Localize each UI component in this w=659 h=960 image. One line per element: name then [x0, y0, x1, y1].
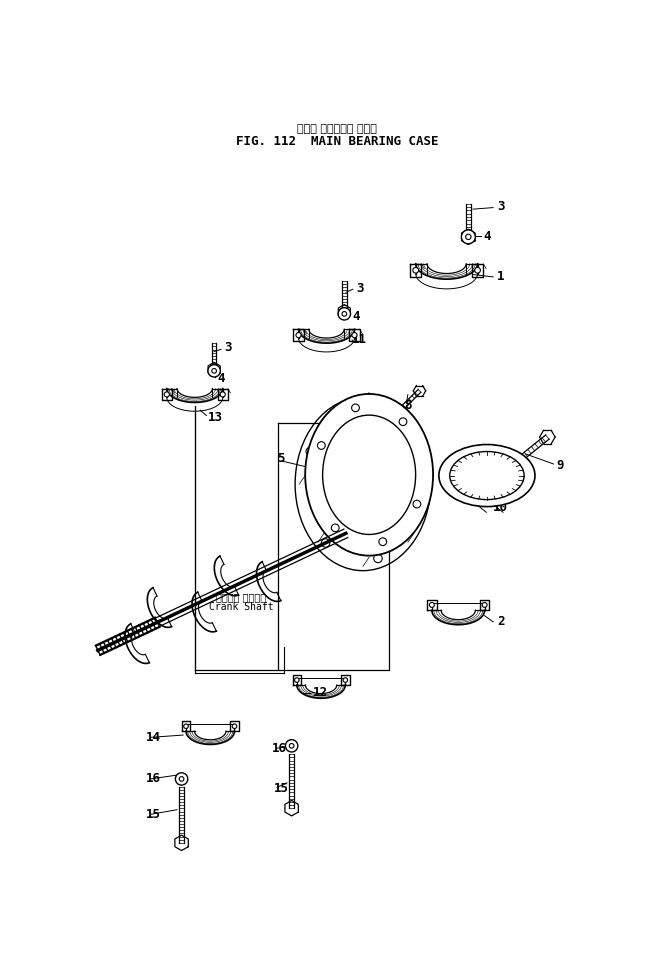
- Circle shape: [164, 392, 169, 397]
- Circle shape: [413, 500, 420, 508]
- Circle shape: [379, 538, 387, 545]
- Circle shape: [413, 268, 418, 273]
- Ellipse shape: [323, 415, 416, 535]
- Circle shape: [212, 369, 216, 373]
- Circle shape: [175, 773, 188, 785]
- Circle shape: [399, 418, 407, 425]
- Circle shape: [306, 447, 314, 456]
- Text: 9: 9: [557, 459, 564, 472]
- Circle shape: [411, 513, 420, 521]
- Text: Crank Shaft: Crank Shaft: [209, 602, 273, 612]
- Circle shape: [322, 539, 330, 547]
- Circle shape: [232, 724, 237, 729]
- Text: 16: 16: [272, 742, 287, 755]
- Text: 15: 15: [273, 782, 289, 796]
- Ellipse shape: [312, 419, 413, 549]
- Circle shape: [318, 442, 326, 449]
- Circle shape: [295, 678, 299, 683]
- Ellipse shape: [439, 444, 535, 507]
- Circle shape: [296, 332, 301, 338]
- Circle shape: [352, 332, 357, 338]
- Ellipse shape: [334, 420, 412, 521]
- Circle shape: [474, 268, 480, 273]
- Circle shape: [285, 739, 298, 752]
- Text: メイン ベアリング ケース: メイン ベアリング ケース: [297, 125, 378, 134]
- Circle shape: [461, 230, 475, 244]
- Text: 12: 12: [313, 686, 328, 699]
- Circle shape: [342, 312, 347, 316]
- Text: 6: 6: [335, 411, 343, 423]
- Text: 3: 3: [356, 282, 364, 295]
- Circle shape: [352, 404, 359, 412]
- Text: 3: 3: [497, 200, 505, 212]
- Circle shape: [396, 420, 405, 429]
- Text: 1: 1: [497, 271, 505, 283]
- Circle shape: [208, 365, 220, 377]
- Text: 4: 4: [352, 310, 360, 324]
- Text: 4: 4: [217, 372, 225, 385]
- Text: 15: 15: [146, 808, 161, 821]
- Text: 13: 13: [208, 411, 223, 423]
- Text: 5: 5: [277, 452, 285, 466]
- Text: 10: 10: [493, 501, 508, 515]
- Circle shape: [338, 308, 351, 320]
- Text: 3: 3: [224, 341, 232, 354]
- Circle shape: [220, 392, 225, 397]
- Text: 7: 7: [316, 435, 324, 447]
- Text: クランク シャフト: クランク シャフト: [216, 592, 266, 602]
- Circle shape: [331, 524, 339, 532]
- Circle shape: [184, 724, 188, 729]
- Circle shape: [482, 603, 487, 608]
- Text: 8: 8: [404, 399, 411, 412]
- Text: 4: 4: [484, 229, 492, 243]
- Text: 16: 16: [146, 773, 161, 785]
- Text: FIG. 112  MAIN BEARING CASE: FIG. 112 MAIN BEARING CASE: [236, 135, 439, 148]
- Circle shape: [466, 234, 471, 240]
- Circle shape: [374, 554, 382, 563]
- Ellipse shape: [295, 397, 431, 570]
- Text: 14: 14: [146, 731, 161, 744]
- Text: 2: 2: [497, 615, 505, 629]
- Ellipse shape: [305, 394, 433, 556]
- Ellipse shape: [319, 401, 427, 540]
- Circle shape: [343, 678, 347, 683]
- Circle shape: [343, 405, 352, 414]
- Ellipse shape: [449, 451, 524, 499]
- Circle shape: [430, 603, 434, 608]
- Circle shape: [289, 743, 294, 748]
- Circle shape: [179, 777, 184, 781]
- Text: 11: 11: [352, 333, 367, 346]
